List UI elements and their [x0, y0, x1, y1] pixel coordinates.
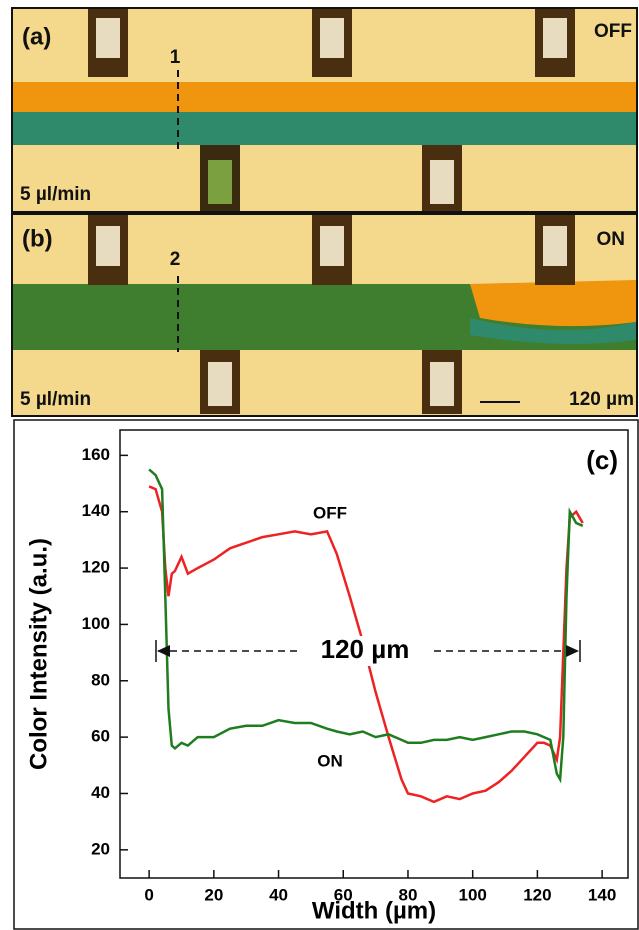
y-tick-label: 140 — [82, 501, 110, 520]
x-tick-label: 60 — [334, 885, 353, 904]
well-inner — [208, 362, 232, 406]
cut-marker: 2 — [170, 249, 181, 270]
series-label: ON — [317, 751, 343, 770]
chart-frame — [13, 419, 639, 930]
well-inner — [208, 160, 232, 204]
panel-label: (c) — [586, 445, 618, 475]
flow-label: 5 µl/min — [20, 184, 91, 205]
y-tick-label: 40 — [91, 783, 110, 802]
x-tick-label: 20 — [204, 885, 223, 904]
scale-label: 120 µm — [569, 389, 634, 410]
orange-stream — [13, 82, 636, 114]
panel-label: (a) — [22, 23, 51, 50]
y-tick-label: 120 — [82, 558, 110, 577]
y-tick-label: 60 — [91, 727, 110, 746]
y-tick-label: 100 — [82, 614, 110, 633]
x-tick-label: 40 — [269, 885, 288, 904]
annotation-bg — [300, 636, 430, 666]
well-inner — [543, 226, 567, 266]
data-line — [148, 468, 584, 784]
x-axis-label: Width (µm) — [312, 897, 436, 924]
series-label: OFF — [313, 503, 347, 522]
well-inner — [430, 160, 454, 204]
x-tick-label: 80 — [399, 885, 418, 904]
y-tick-label: 20 — [91, 839, 110, 858]
well-inner — [543, 18, 567, 58]
annotation: 120 µm — [321, 634, 410, 664]
cut-marker: 1 — [170, 47, 181, 68]
panel-b: (b) 2 ON 5 µl/min 120 µm — [11, 213, 638, 417]
plot-frame — [119, 429, 629, 879]
mixing-region — [470, 318, 636, 344]
well-inner — [320, 226, 344, 266]
arrow-head — [566, 645, 579, 657]
orange-stream — [470, 280, 636, 327]
state-label: OFF — [594, 21, 632, 42]
y-axis-label: Color Intensity (a.u.) — [25, 538, 52, 770]
x-tick-label: 140 — [588, 885, 616, 904]
x-tick-label: 120 — [523, 885, 551, 904]
well-inner — [96, 226, 120, 266]
panel-label: (b) — [22, 225, 53, 252]
x-tick-label: 100 — [459, 885, 487, 904]
y-tick-label: 160 — [82, 445, 110, 464]
x-tick-label: 0 — [144, 885, 153, 904]
panel-a: (a) 1 OFF 5 µl/min — [11, 7, 638, 213]
well-inner — [320, 18, 344, 58]
well-inner — [430, 362, 454, 406]
well-inner — [96, 18, 120, 58]
chart: 0 20 40 60 80 100 120 140 20 40 60 80 100 120 140 160 Wi… — [25, 429, 629, 924]
flow-label: 5 µl/min — [20, 389, 91, 410]
y-tick-label: 80 — [91, 670, 110, 689]
data-line — [148, 485, 584, 804]
state-label: ON — [597, 229, 626, 250]
arrow-head — [157, 645, 170, 657]
green-stream — [13, 112, 636, 145]
